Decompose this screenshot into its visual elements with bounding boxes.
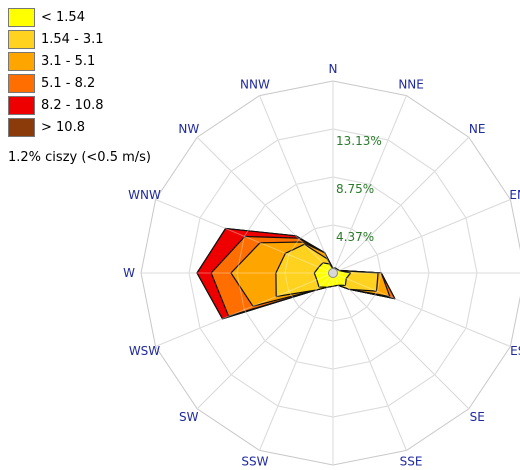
grid-spoke [332, 272, 470, 410]
legend-swatch [8, 29, 35, 49]
direction-label: NW [178, 122, 199, 136]
legend-swatch [8, 7, 35, 27]
grid-spoke [332, 95, 407, 274]
grid-spoke-overlay [259, 95, 334, 274]
ring-label: 4.37% [336, 230, 374, 244]
grid-spoke-overlay [332, 199, 511, 274]
direction-label: SW [179, 410, 199, 424]
legend-item: 8.2 - 10.8 [8, 94, 104, 116]
legend-swatch [8, 117, 35, 137]
legend-label: > 10.8 [41, 119, 85, 135]
grid-ring-overlay [188, 128, 478, 418]
legend-item: 1.54 - 3.1 [8, 28, 104, 50]
grid-spoke-overlay [196, 272, 334, 410]
grid-spoke-overlay [155, 199, 334, 274]
legend-item: < 1.54 [8, 6, 104, 28]
direction-label: N [329, 62, 338, 76]
legend-label: 3.1 - 5.1 [41, 53, 96, 69]
direction-label: NNE [398, 78, 424, 92]
grid-spoke-overlay [259, 272, 334, 451]
direction-label: SSE [400, 455, 423, 469]
legend-label: 1.54 - 3.1 [41, 31, 104, 47]
grid-spoke-overlay [155, 272, 334, 347]
legend-item: 5.1 - 8.2 [8, 72, 104, 94]
legend-label: < 1.54 [41, 9, 85, 25]
grid-spoke-overlay [332, 95, 407, 274]
direction-label: ENE [509, 188, 520, 202]
legend-swatch [8, 51, 35, 71]
grid-spoke-overlay [332, 272, 407, 451]
legend-swatch [8, 73, 35, 93]
direction-label: WNW [128, 188, 161, 202]
direction-label: NE [469, 122, 486, 136]
direction-label: SSW [241, 455, 268, 469]
grid-spoke [259, 272, 334, 451]
grid-spoke [332, 199, 511, 274]
grid-spoke [196, 272, 334, 410]
legend: < 1.54 1.54 - 3.1 3.1 - 5.1 5.1 - 8.2 8.2 - … [8, 6, 104, 138]
legend-label: 5.1 - 8.2 [41, 75, 96, 91]
grid-spoke-overlay [332, 272, 511, 347]
direction-label: ESE [510, 344, 520, 358]
ring-label: 8.75% [336, 182, 374, 196]
grid-spoke-overlay [332, 136, 470, 274]
direction-label: NNW [240, 78, 270, 92]
calm-center-marker [328, 268, 338, 278]
legend-item: > 10.8 [8, 116, 104, 138]
grid-spoke-overlay [196, 136, 334, 274]
legend-item: 3.1 - 5.1 [8, 50, 104, 72]
legend-label: 8.2 - 10.8 [41, 97, 104, 113]
ring-label: 13.13% [336, 134, 382, 148]
calm-note: 1.2% ciszy (<0.5 m/s) [8, 150, 151, 165]
legend-swatch [8, 95, 35, 115]
direction-label: SE [470, 410, 485, 424]
direction-label: W [123, 266, 135, 280]
grid-ring-overlay [284, 224, 382, 322]
grid-spoke [332, 136, 470, 274]
grid-ring-overlay [236, 176, 430, 370]
grid-spoke-overlay [332, 272, 470, 410]
grid-spoke [259, 95, 334, 274]
direction-label: WSW [129, 344, 160, 358]
grid-spoke [332, 272, 407, 451]
